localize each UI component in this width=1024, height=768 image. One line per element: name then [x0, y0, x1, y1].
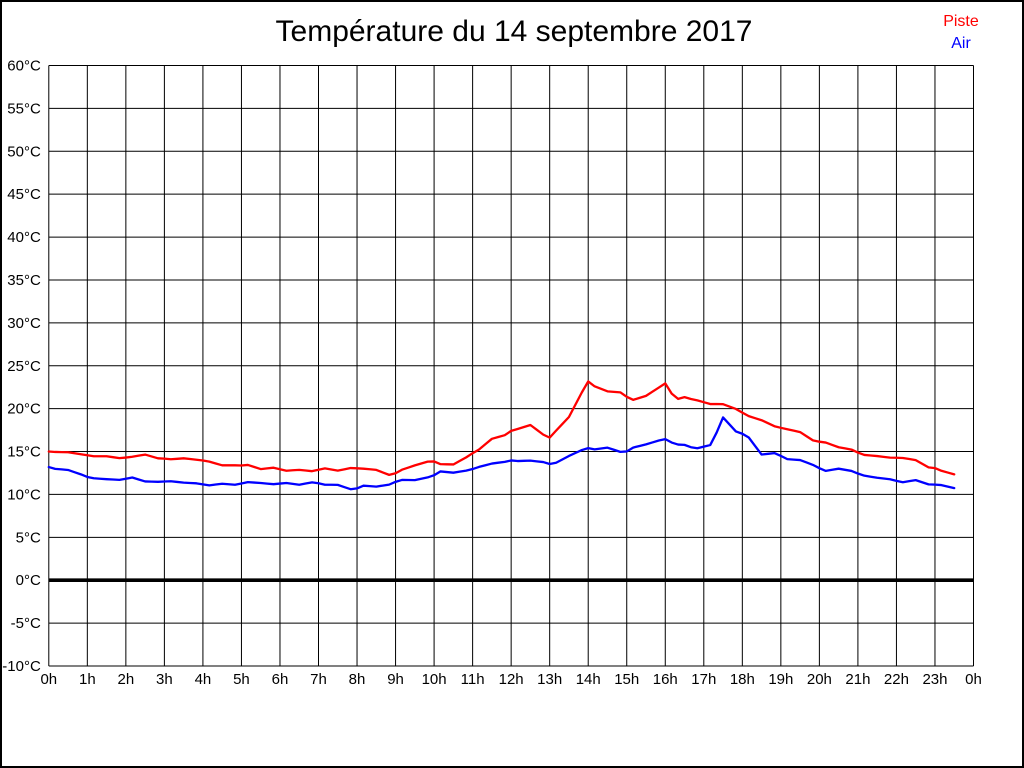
svg-text:21h: 21h: [845, 671, 870, 688]
svg-text:11h: 11h: [461, 671, 485, 688]
svg-text:1h: 1h: [79, 671, 96, 688]
svg-text:12h: 12h: [499, 671, 524, 688]
svg-text:13h: 13h: [537, 671, 562, 688]
svg-text:2h: 2h: [118, 671, 135, 688]
svg-text:19h: 19h: [768, 671, 793, 688]
svg-text:22h: 22h: [884, 671, 909, 688]
svg-text:8h: 8h: [349, 671, 366, 688]
svg-text:4h: 4h: [195, 671, 212, 688]
svg-text:3h: 3h: [156, 671, 173, 688]
svg-text:10°C: 10°C: [7, 486, 41, 503]
svg-text:0h: 0h: [40, 671, 57, 688]
svg-text:18h: 18h: [730, 671, 755, 688]
svg-text:23h: 23h: [922, 671, 947, 688]
svg-text:0°C: 0°C: [16, 572, 41, 589]
svg-text:10h: 10h: [422, 671, 447, 688]
svg-text:5h: 5h: [233, 671, 250, 688]
svg-text:0h: 0h: [965, 671, 982, 688]
svg-text:20°C: 20°C: [7, 401, 41, 418]
svg-text:60°C: 60°C: [7, 58, 41, 75]
svg-text:14h: 14h: [576, 671, 601, 688]
svg-text:5°C: 5°C: [16, 529, 41, 546]
svg-text:9h: 9h: [387, 671, 404, 688]
svg-text:7h: 7h: [310, 671, 327, 688]
svg-text:-10°C: -10°C: [2, 658, 41, 675]
svg-text:17h: 17h: [691, 671, 716, 688]
svg-text:-5°C: -5°C: [11, 615, 41, 632]
svg-text:20h: 20h: [807, 671, 832, 688]
svg-text:15°C: 15°C: [7, 444, 41, 461]
svg-text:50°C: 50°C: [7, 143, 41, 160]
svg-text:40°C: 40°C: [7, 229, 41, 246]
svg-text:30°C: 30°C: [7, 315, 41, 332]
svg-text:6h: 6h: [272, 671, 289, 688]
svg-text:45°C: 45°C: [7, 186, 41, 203]
svg-text:55°C: 55°C: [7, 100, 41, 117]
svg-text:35°C: 35°C: [7, 272, 41, 289]
svg-text:25°C: 25°C: [7, 358, 41, 375]
svg-text:15h: 15h: [614, 671, 639, 688]
svg-text:16h: 16h: [653, 671, 678, 688]
